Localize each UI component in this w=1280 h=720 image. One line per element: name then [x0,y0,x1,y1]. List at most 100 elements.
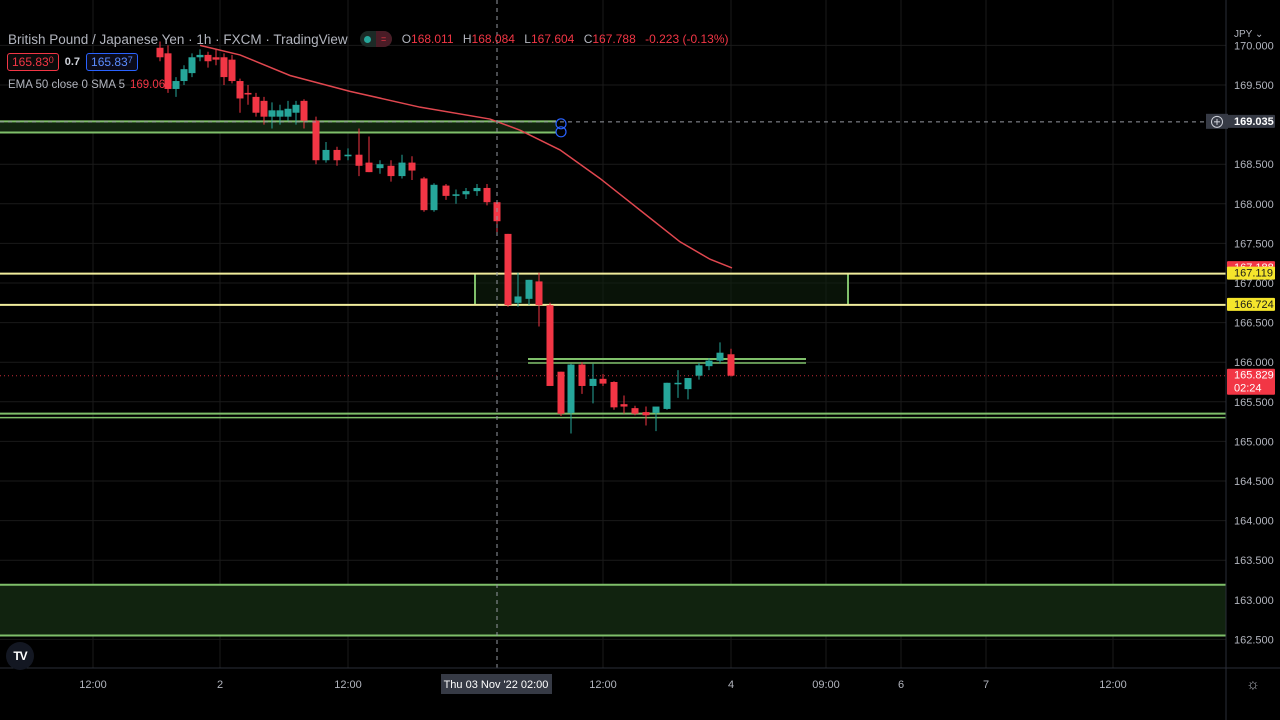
close-value: 167.788 [592,32,636,46]
buy-button[interactable]: 165.837 [86,53,138,71]
bullish-candle [196,54,204,58]
symbol-legend: British Pound / Japanese Yen · 1h · FXCM… [8,31,728,47]
bearish-candle [212,57,220,60]
bearish-candle [236,81,244,99]
bearish-candle [727,354,735,376]
price-label-yellow [1227,297,1275,311]
ema-50-line [199,44,733,269]
bullish-candle [188,57,196,74]
price-tick-label: 166.500 [1234,318,1274,330]
bearish-candle [546,305,554,386]
price-tick-label: 162.500 [1234,634,1274,646]
bearish-candle [504,233,512,306]
bearish-candle [610,382,618,408]
bullish-candle [716,352,724,361]
bearish-candle [252,96,260,113]
currency-label: JPY [1234,29,1253,40]
market-open-dot-icon [360,31,376,47]
time-tick-label: 12:00 [334,679,362,691]
plus-circle-icon [1211,115,1223,128]
bearish-candle [312,120,320,161]
bearish-candle [365,162,373,173]
market-status-toggle[interactable]: = [359,31,392,47]
time-tick-label: 12:00 [1099,679,1127,691]
bullish-candle [292,104,300,113]
time-tick-label: 6 [898,679,904,691]
bearish-candle [420,178,428,211]
bullish-candle [695,365,703,376]
crosshair [0,0,1226,668]
price-label-text: 166.724 [1234,299,1274,311]
bearish-candle [260,100,268,117]
zones [0,120,1226,637]
bid-price-fraction: 0 [48,55,54,65]
time-tick-label: 12:00 [589,679,617,691]
bearish-candle [578,364,586,386]
price-tick-label: 167.500 [1234,238,1274,250]
currency-selector[interactable]: JPY ⌄ [1234,29,1263,40]
bearish-candle [620,404,628,407]
bullish-candle [705,360,713,367]
bearish-candle [164,53,172,89]
ema-indicator-legend[interactable]: EMA 50 close 0 SMA 5 169.067 [8,79,172,91]
lower-demand-zone [0,584,1226,636]
bearish-candle [631,408,639,414]
ask-price: 165.83 [91,55,128,69]
bearish-candle [642,412,650,416]
price-label-crosshair [1227,114,1275,128]
price-tick-label: 168.000 [1234,199,1274,211]
bullish-candle [674,382,682,385]
symbol-title[interactable]: British Pound / Japanese Yen · 1h · FXCM… [8,31,348,47]
bullish-candle [652,406,660,413]
high-value: 168.084 [471,32,515,46]
price-tick-label: 165.500 [1234,397,1274,409]
price-tick-label: 164.500 [1234,476,1274,488]
price-label-text: 165.829 [1234,370,1274,382]
time-tick-label: 09:00 [812,679,840,691]
bullish-candle [180,69,188,82]
countdown-label: 02:24 [1234,383,1262,395]
sell-button[interactable]: 165.830 [7,53,59,71]
bullish-candle [473,187,481,192]
bearish-candle [599,378,607,384]
bullish-candle [276,110,284,117]
price-label-yellow [1227,266,1275,280]
bullish-candle [172,81,180,89]
bullish-candle [398,162,406,177]
grid-lines [0,0,1226,668]
bearish-candle [355,154,363,166]
bullish-candle [663,382,671,409]
price-tick-label: 163.500 [1234,555,1274,567]
price-tick-label: 167.000 [1234,278,1274,290]
bullish-candle [462,191,470,195]
price-tick-label: 170.000 [1234,40,1274,52]
bullish-candle [567,364,575,413]
price-tick-label: 163.000 [1234,595,1274,607]
time-tick-label: 4 [728,679,734,691]
price-tick-label: 166.000 [1234,357,1274,369]
price-tick-label: 169.500 [1234,80,1274,92]
open-label: O [401,32,412,46]
spread-value: 0.7 [64,56,81,68]
candlesticks [156,41,735,434]
ema-line [199,44,733,269]
upper-resistance-zone [0,121,556,133]
ask-price-fraction: 7 [127,55,133,65]
time-tick-label: 7 [983,679,989,691]
bullish-candle [268,110,276,117]
settings-gear-icon[interactable]: ☼ [1246,676,1260,693]
close-label: C [583,32,593,46]
low-value: 167.604 [530,32,575,46]
change-value: -0.223 (-0.13%) [645,32,729,46]
tradingview-logo-icon[interactable]: TV [6,642,34,670]
bullish-candle [284,108,292,117]
ohlc-values: O168.011 H168.084 L167.604 C167.788 -0.2… [402,32,729,46]
chevron-down-icon: ⌄ [1252,29,1264,40]
bearish-candle [156,47,164,58]
bid-price: 165.83 [12,55,49,69]
data-problem-icon: = [375,31,392,47]
horizontal-lines [0,272,1226,419]
